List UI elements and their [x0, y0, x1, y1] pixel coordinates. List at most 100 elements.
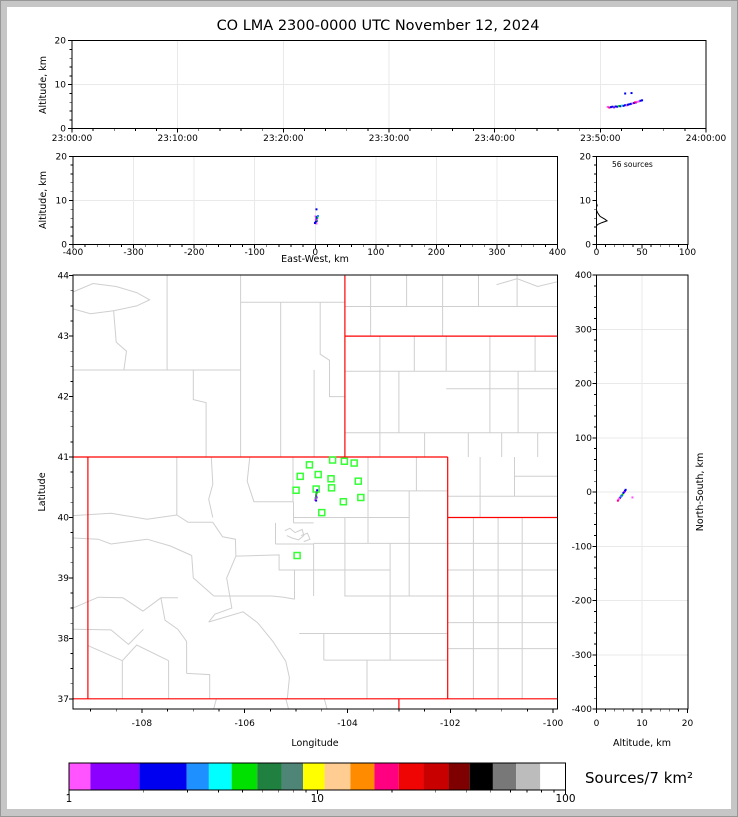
tick-label: 200	[575, 380, 592, 390]
tick-label: 20	[682, 719, 694, 729]
time-height-point	[630, 92, 633, 95]
colorbar-swatch	[469, 763, 493, 790]
ew-height-ylabel: Altitude, km	[38, 171, 49, 229]
plot-layers: 23:00:00 23:10:00 23:20:00 23:30:00 23:40:00…	[52, 37, 727, 805]
county-line	[192, 370, 207, 457]
county-line	[72, 512, 213, 523]
time-height-point	[639, 99, 642, 102]
map-source-point	[315, 491, 318, 494]
ns-height-point	[623, 491, 626, 493]
tick-label: 200	[428, 248, 445, 258]
figure-title: CO LMA 2300-0000 UTC November 12, 2024	[217, 18, 540, 34]
colorbar-swatch	[324, 763, 351, 790]
tick-label: 10	[55, 81, 67, 91]
altitude-histogram-profile	[596, 156, 609, 245]
county-line	[72, 282, 151, 315]
tick-label: 100	[575, 434, 592, 444]
tick-label: 400	[575, 271, 592, 281]
tick-label: -300	[572, 651, 593, 661]
tick-label: 20	[56, 152, 68, 162]
colorbar-swatch	[303, 763, 325, 790]
lma-station-marker	[339, 497, 348, 506]
tick-label: 20	[580, 152, 592, 162]
ew-height-point	[315, 222, 318, 225]
tick-label: 38	[58, 634, 70, 644]
time-height-point	[624, 104, 627, 107]
tick-label: 39	[58, 574, 70, 584]
tick-label: 300	[488, 248, 505, 258]
lma-station-marker	[305, 461, 314, 469]
time-height-point	[617, 105, 620, 108]
county-line	[208, 555, 237, 623]
map-xlabel: Longitude	[291, 738, 338, 749]
ns-height-ylabel: North-South, km	[695, 453, 706, 531]
time-height-point	[611, 105, 614, 108]
map-source-point	[316, 489, 319, 492]
time-height-point	[624, 92, 627, 95]
tick-label: 23:30:00	[369, 134, 410, 144]
colorbar-label: Sources/7 km²	[585, 769, 693, 787]
tick-label: -100	[572, 542, 593, 552]
time-height-point	[631, 102, 634, 105]
tick-label: 20	[55, 37, 67, 47]
county-line	[160, 597, 188, 674]
lma-station-marker	[296, 472, 304, 481]
tick-label: -104	[337, 719, 358, 729]
map-source-point	[315, 493, 318, 496]
tick-label: -100	[244, 248, 265, 258]
county-line	[213, 698, 217, 709]
ns-height-point	[621, 493, 624, 496]
county-line	[235, 554, 295, 571]
county-line	[212, 522, 237, 557]
tick-label: 23:50:00	[580, 134, 621, 144]
colorbar-swatch	[423, 763, 449, 790]
source-count-annotation: 56 sources	[612, 160, 653, 169]
county-line	[213, 595, 295, 600]
colorbar-swatch	[492, 763, 517, 790]
map-source-point	[315, 499, 318, 502]
tick-label: 10	[580, 197, 592, 207]
tick-label: 41	[58, 453, 69, 463]
colorbar-swatch	[231, 763, 258, 790]
time-height-point	[629, 102, 632, 105]
tick-label: 0	[585, 241, 591, 251]
tick-label: 0	[312, 248, 318, 258]
time-height-point	[622, 104, 625, 107]
county-line	[285, 698, 289, 709]
tick-label: 23:20:00	[263, 134, 304, 144]
tick-label: 50	[636, 248, 648, 258]
county-line	[323, 698, 328, 709]
time-height-point	[616, 105, 619, 108]
colorbar-swatch	[90, 763, 140, 790]
time-height-point	[628, 103, 631, 106]
lma-station-marker	[292, 486, 300, 494]
time-height-point	[633, 101, 636, 104]
lma-station-marker	[340, 457, 349, 465]
ew-height-point	[315, 208, 318, 211]
lma-station-marker	[293, 551, 301, 560]
map-source-point	[315, 495, 318, 498]
time-height-point	[609, 106, 612, 109]
tick-label: 0	[60, 125, 66, 135]
map-source-point	[314, 497, 317, 500]
county-line	[87, 644, 169, 662]
tick-label: 100	[367, 248, 384, 258]
time-height-point	[625, 104, 628, 107]
colorbar-swatch	[281, 763, 304, 790]
ew-height-point	[313, 222, 316, 225]
time-height-point	[626, 103, 629, 106]
time-height-point	[637, 100, 640, 103]
colorbar-swatch	[139, 763, 187, 790]
lma-station-marker	[327, 484, 336, 492]
tick-label: 100	[679, 248, 696, 258]
ns-height-point	[616, 499, 619, 502]
tick-label: 10	[311, 793, 324, 805]
ns-height-point	[618, 497, 621, 500]
panel-border	[72, 274, 558, 710]
ns-height-point	[617, 498, 620, 501]
lma-station-marker	[314, 470, 322, 479]
time-height-point	[613, 106, 616, 109]
time-height-point	[641, 99, 644, 102]
